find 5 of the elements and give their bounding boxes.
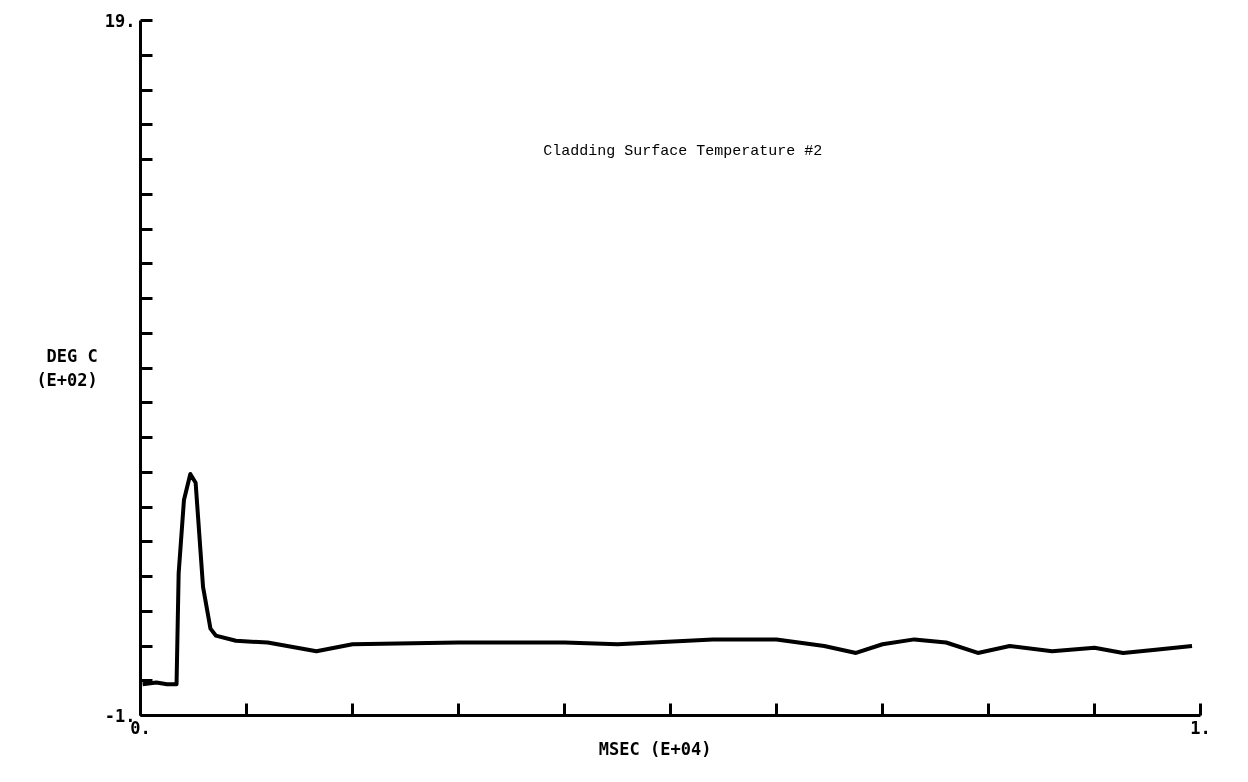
annotation: Cladding Surface Temperature #2 xyxy=(543,142,823,160)
y-axis-title: DEG C (E+02) xyxy=(36,346,98,390)
x-tick-label: 1. xyxy=(1190,717,1211,738)
y-tick-label: 19. xyxy=(104,11,136,31)
x-axis-title: MSEC (E+04) xyxy=(598,738,712,759)
